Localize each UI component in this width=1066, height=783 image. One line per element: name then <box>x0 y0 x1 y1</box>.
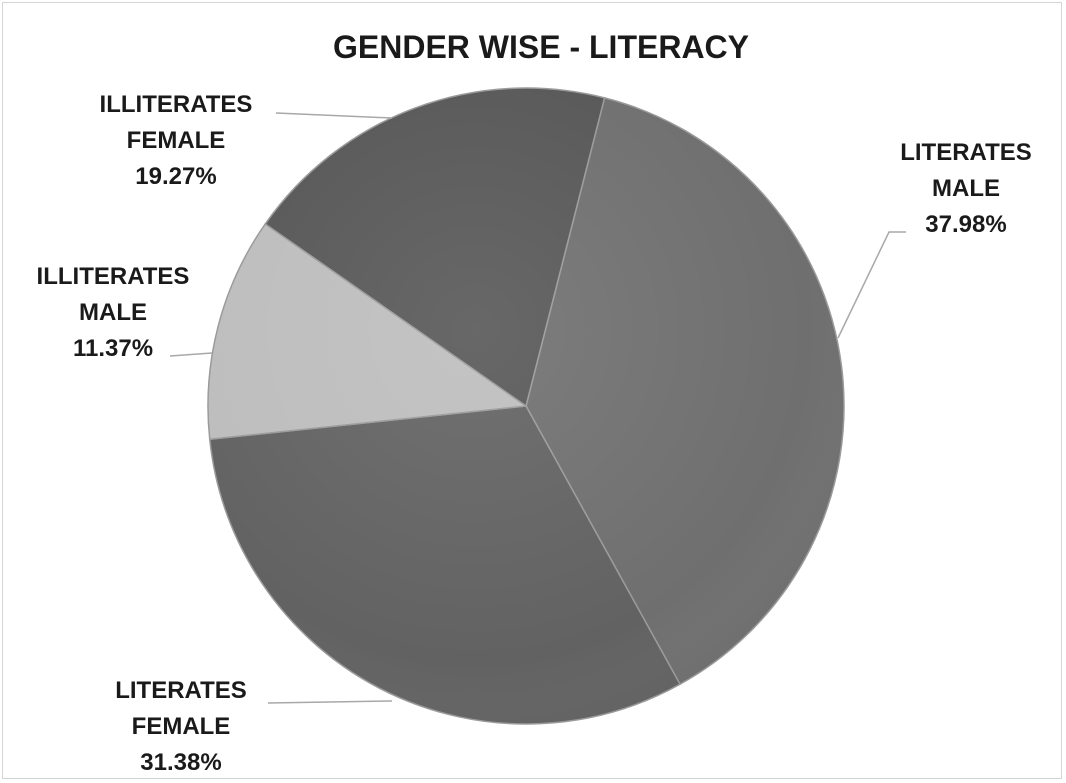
data-label-value: 31.38% <box>140 749 221 776</box>
data-label-group: FEMALE <box>132 713 231 740</box>
data-label-value: 11.37% <box>73 335 153 362</box>
leader-line <box>837 231 906 339</box>
leader-lines <box>169 112 906 704</box>
pie-slices <box>207 87 845 725</box>
data-label-category: LITERATES <box>900 139 1032 166</box>
data-label-value: 37.98% <box>925 211 1006 238</box>
data-label: LITERATES FEMALE 31.38% <box>115 677 247 776</box>
chart-title: GENDER WISE - LITERACY <box>333 29 749 65</box>
data-labels: LITERATES MALE 37.98% LITERATES FEMALE 31.38%… <box>37 91 1032 776</box>
data-label: ILLITERATES FEMALE 19.27% <box>100 91 253 190</box>
data-label-value: 19.27% <box>135 163 216 190</box>
data-label-group: MALE <box>79 299 147 326</box>
leader-line <box>267 700 393 704</box>
data-label: LITERATES MALE 37.98% <box>900 139 1032 238</box>
data-label-category: LITERATES <box>115 677 247 704</box>
data-label-category: ILLITERATES <box>100 91 253 118</box>
data-label-group: FEMALE <box>127 127 226 154</box>
data-label-category: ILLITERATES <box>37 263 190 290</box>
data-label-group: MALE <box>932 175 1000 202</box>
data-label: ILLITERATES MALE 11.37% <box>37 263 190 362</box>
leader-line <box>169 352 213 357</box>
leader-line <box>275 112 393 119</box>
